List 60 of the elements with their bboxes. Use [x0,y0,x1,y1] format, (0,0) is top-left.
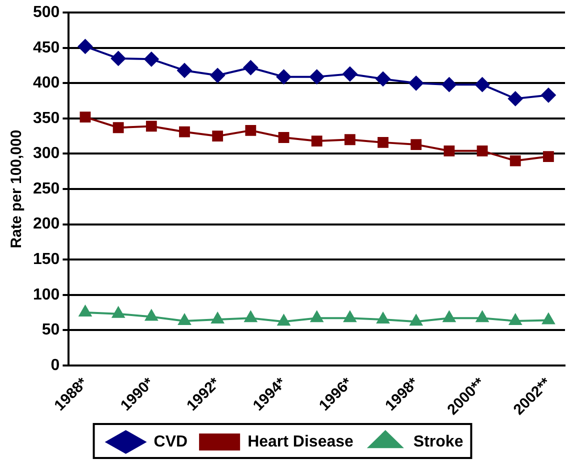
point [376,312,390,324]
point [276,69,292,84]
point [211,312,224,324]
point [278,132,290,143]
y-tick-label: 400 [32,74,60,92]
point [410,139,422,150]
point [510,155,521,166]
point [540,88,556,103]
point [277,314,290,326]
y-tick-label: 50 [42,322,60,339]
point [542,312,556,324]
y-tick-label: 250 [32,180,60,198]
point [210,68,226,83]
point [378,136,388,148]
point [244,310,258,322]
point [543,151,554,162]
point [309,69,324,84]
y-tick-label: 450 [32,39,60,56]
point [442,310,456,322]
point [508,91,523,106]
y-tick-label: 200 [32,216,60,233]
legend-label: CVD [154,433,188,450]
point [178,313,192,325]
point [177,62,192,78]
point [78,38,93,54]
y-tick-label: 0 [50,356,60,374]
point [110,50,126,66]
point [78,305,92,316]
point [410,314,423,326]
point [245,124,256,136]
point [444,145,455,156]
point [408,76,424,91]
point [212,130,224,142]
point [146,120,157,132]
point [476,145,488,156]
y-tick-label: 150 [32,250,60,268]
y-tick-label: 100 [32,286,60,304]
y-tick-label: 300 [32,145,60,162]
point [376,71,391,86]
point [476,310,489,322]
point [112,122,124,134]
point [179,126,190,138]
point [442,77,457,92]
legend-label: Stroke [413,433,464,450]
point [144,52,159,67]
y-tick-label: 500 [32,4,60,22]
y-tick-label: 350 [32,110,60,127]
legend-label: Heart Disease [248,433,354,450]
point [474,77,490,92]
point [311,136,322,146]
y-axis-title: Rate per 100,000 [8,130,26,248]
point [80,112,91,122]
point [144,309,158,321]
point [243,60,258,76]
point [343,310,356,322]
point [344,134,356,146]
point [310,310,324,322]
point [508,313,522,325]
point [342,66,358,82]
point [112,306,125,318]
